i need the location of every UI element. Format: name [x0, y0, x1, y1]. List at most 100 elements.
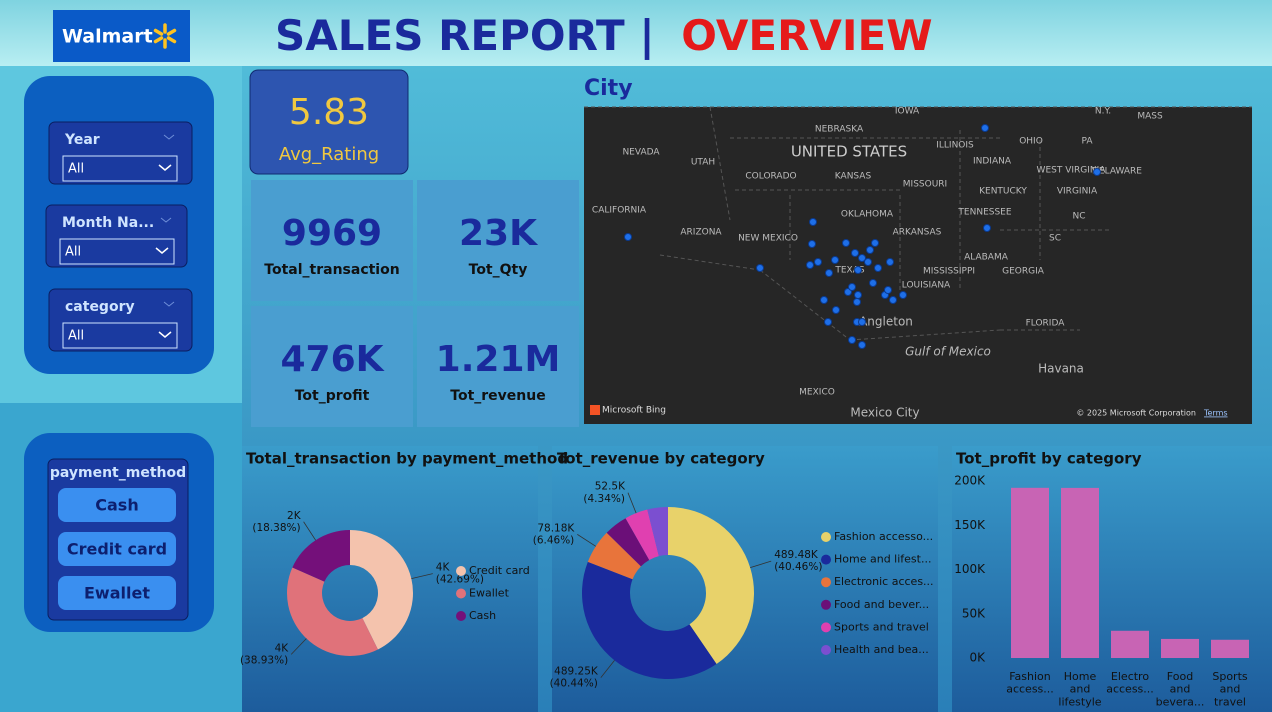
map-label: FLORIDA	[1026, 319, 1066, 329]
legend-swatch	[456, 566, 466, 576]
city-dot	[756, 264, 764, 272]
city-dot	[814, 258, 822, 266]
data-label: 52.5K (4.34%)	[583, 481, 626, 505]
donut-slice	[606, 518, 650, 567]
dropdown[interactable]	[62, 155, 178, 182]
kpi-card	[251, 306, 413, 427]
kpi-label: Avg_Rating	[279, 144, 379, 165]
label-line: Electro	[1111, 670, 1149, 683]
label-line: 489.25K	[554, 666, 599, 678]
legend-label: Sports and travel	[834, 620, 929, 633]
map-label: CALIFORNIA	[592, 206, 647, 216]
map-border	[659, 254, 761, 271]
map-label: GEORGIA	[1002, 267, 1045, 277]
kpi-label: Total_transaction	[264, 262, 399, 278]
legend-swatch	[821, 622, 831, 633]
city-dot	[981, 124, 989, 132]
map-label: KENTUCKY	[979, 187, 1027, 197]
legend-label: Ewallet	[469, 587, 510, 600]
map-label: NEVADA	[622, 148, 660, 158]
dropdown[interactable]	[62, 322, 178, 349]
city-dot	[806, 261, 814, 269]
slicer-button-label: Credit card	[67, 540, 167, 559]
label-line: 489.48K	[774, 549, 819, 561]
map-label: SC	[1049, 234, 1061, 244]
bar	[1111, 630, 1149, 658]
label-line: Home	[1064, 670, 1097, 683]
legend-label: Cash	[469, 609, 496, 622]
slicer-button[interactable]	[58, 576, 176, 610]
kpi-card	[251, 180, 413, 301]
city-dot	[866, 246, 874, 254]
logo-spark	[153, 23, 177, 49]
map-label: ARKANSAS	[893, 228, 942, 238]
city-dot	[886, 258, 894, 266]
slicer-button[interactable]	[58, 488, 176, 522]
label-line: and	[1220, 683, 1241, 696]
leader-line	[290, 638, 307, 655]
label-line: 78.18K	[537, 522, 575, 534]
city-dot	[851, 249, 859, 257]
legend-label: Fashion accesso...	[834, 530, 933, 543]
map-label: MASS	[1137, 112, 1163, 122]
city-dot	[858, 254, 866, 262]
rating-card	[249, 69, 409, 175]
chart-title: Tot_profit by category	[956, 450, 1142, 468]
map-label: LOUISIANA	[902, 281, 951, 291]
label-line: (40.44%)	[550, 678, 598, 690]
y-tick-label: 0K	[969, 651, 986, 665]
map-terms[interactable]: Terms	[1203, 409, 1228, 418]
legend-label: Electronic acces...	[834, 575, 934, 588]
city-dot	[854, 266, 862, 274]
slicer-label: Year	[64, 132, 100, 148]
kpi-card	[417, 306, 579, 427]
legend-swatch	[821, 599, 831, 610]
slicer-label: Month Na...	[62, 215, 154, 231]
header-band	[0, 0, 1272, 66]
data-label: 2K (18.38%)	[252, 510, 301, 534]
map-title: City	[584, 76, 633, 101]
donut-slice	[647, 507, 668, 557]
dropdown-value: All	[68, 162, 84, 177]
map-label: UTAH	[691, 158, 715, 168]
kpi-label: Tot_profit	[295, 388, 370, 404]
city-dot	[832, 306, 840, 314]
dropdown[interactable]	[59, 238, 175, 265]
label-line: 4K	[436, 562, 451, 574]
map-label: MISSISSIPPI	[923, 267, 975, 277]
legend-label: Food and bever...	[834, 598, 929, 611]
label-line: (18.38%)	[252, 522, 300, 534]
y-tick-label: 150K	[954, 518, 986, 532]
map-label: PA	[1081, 137, 1093, 147]
kpi-value: 5.83	[289, 92, 369, 133]
map-label: OKLAHOMA	[841, 210, 894, 220]
map-label: COLORADO	[745, 172, 796, 182]
map-label: ALABAMA	[964, 253, 1009, 263]
leader-line	[627, 492, 637, 514]
bing-logo	[590, 405, 600, 415]
map-label: DELAWARE	[1092, 167, 1142, 177]
slicer-label: category	[65, 299, 135, 315]
data-label: 78.18K (6.46%)	[533, 522, 576, 546]
city-dot	[624, 233, 632, 241]
legend-swatch	[456, 611, 466, 621]
slicer-button[interactable]	[58, 532, 176, 566]
x-tick-label: Electro access...	[1106, 670, 1154, 696]
map-label: UNITED STATES	[791, 143, 907, 161]
legend-swatch	[456, 588, 466, 599]
title-main: SALES REPORT |	[275, 11, 655, 60]
data-label: 489.48K (40.46%)	[774, 549, 822, 573]
map-label: MEXICO	[799, 388, 835, 398]
map-label: TEXAS	[834, 266, 865, 276]
donut-slice	[292, 530, 350, 582]
city-dot	[825, 269, 833, 277]
leader-line	[600, 660, 615, 678]
panel-profit	[952, 446, 1272, 712]
legend-label: Credit card	[469, 564, 530, 577]
map-border	[759, 269, 851, 341]
map-label: NEBRASKA	[815, 125, 864, 135]
slicer-title: payment_method	[50, 465, 186, 481]
map-label: MISSOURI	[903, 180, 947, 190]
label-line: Fashion	[1009, 670, 1051, 683]
kpi-value: 23K	[459, 213, 538, 254]
